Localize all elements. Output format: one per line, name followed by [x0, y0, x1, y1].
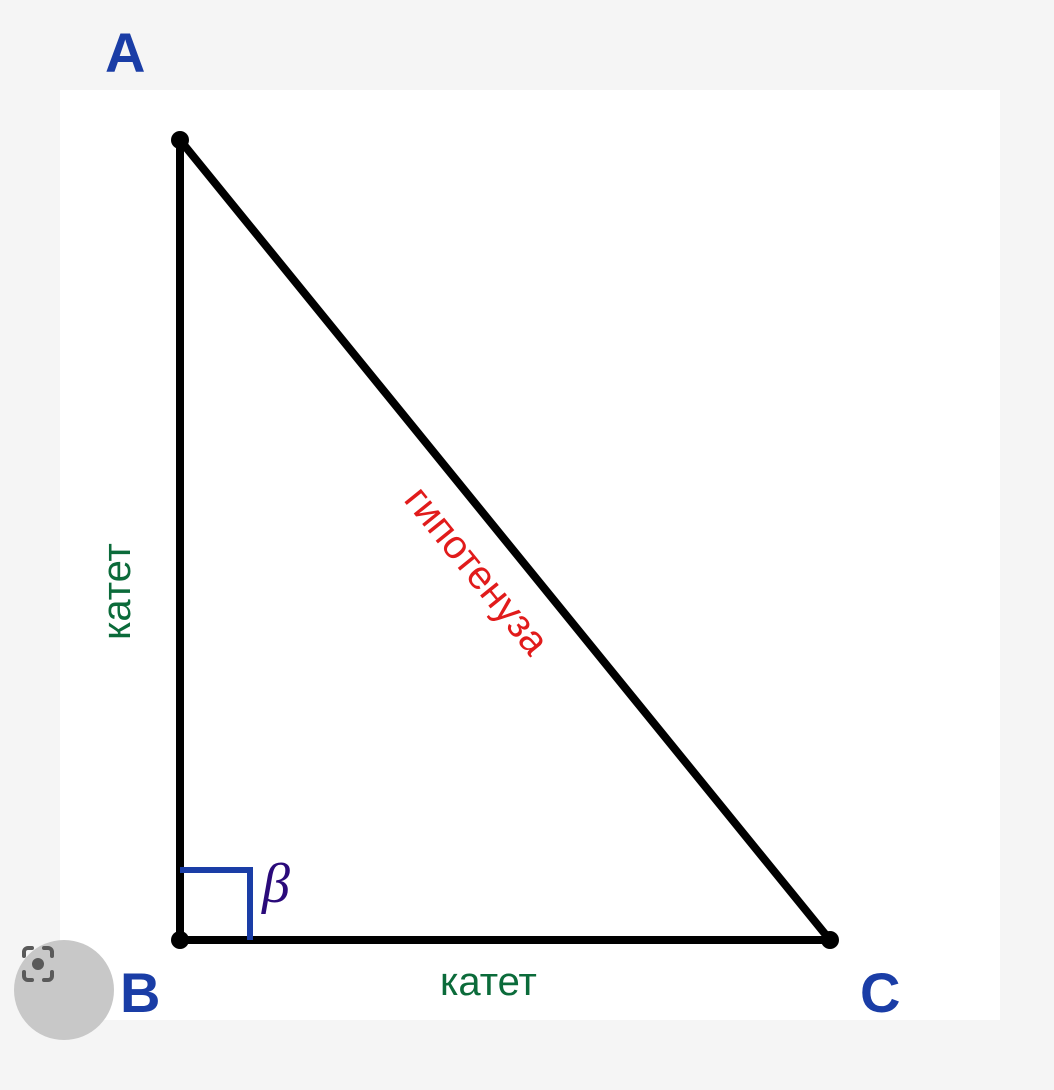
- vertex-label-c: C: [860, 960, 900, 1025]
- triangle-svg: [0, 0, 1054, 1090]
- image-search-button[interactable]: [14, 940, 114, 1040]
- vertex-label-a: A: [105, 20, 145, 85]
- vertex-label-b: B: [120, 960, 160, 1025]
- side-label-bc: катет: [440, 960, 537, 1005]
- right-angle-symbol: β: [262, 852, 290, 916]
- side-label-ab: катет: [95, 543, 140, 640]
- lens-icon: [14, 940, 62, 988]
